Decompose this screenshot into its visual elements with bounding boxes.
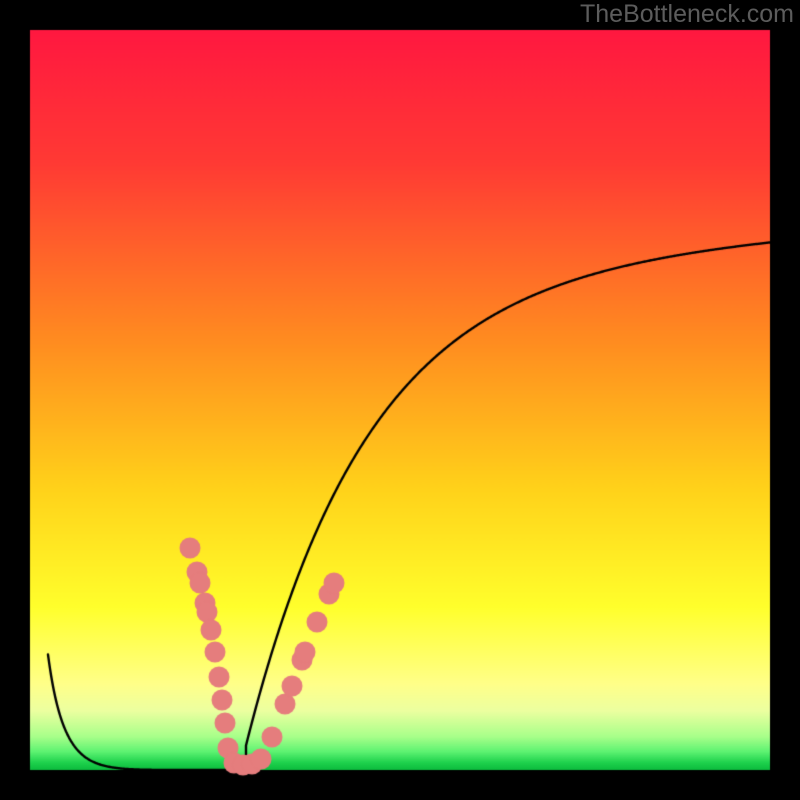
chart-container: TheBottleneck.com	[0, 0, 800, 800]
bottleneck-curve-chart	[0, 0, 800, 800]
